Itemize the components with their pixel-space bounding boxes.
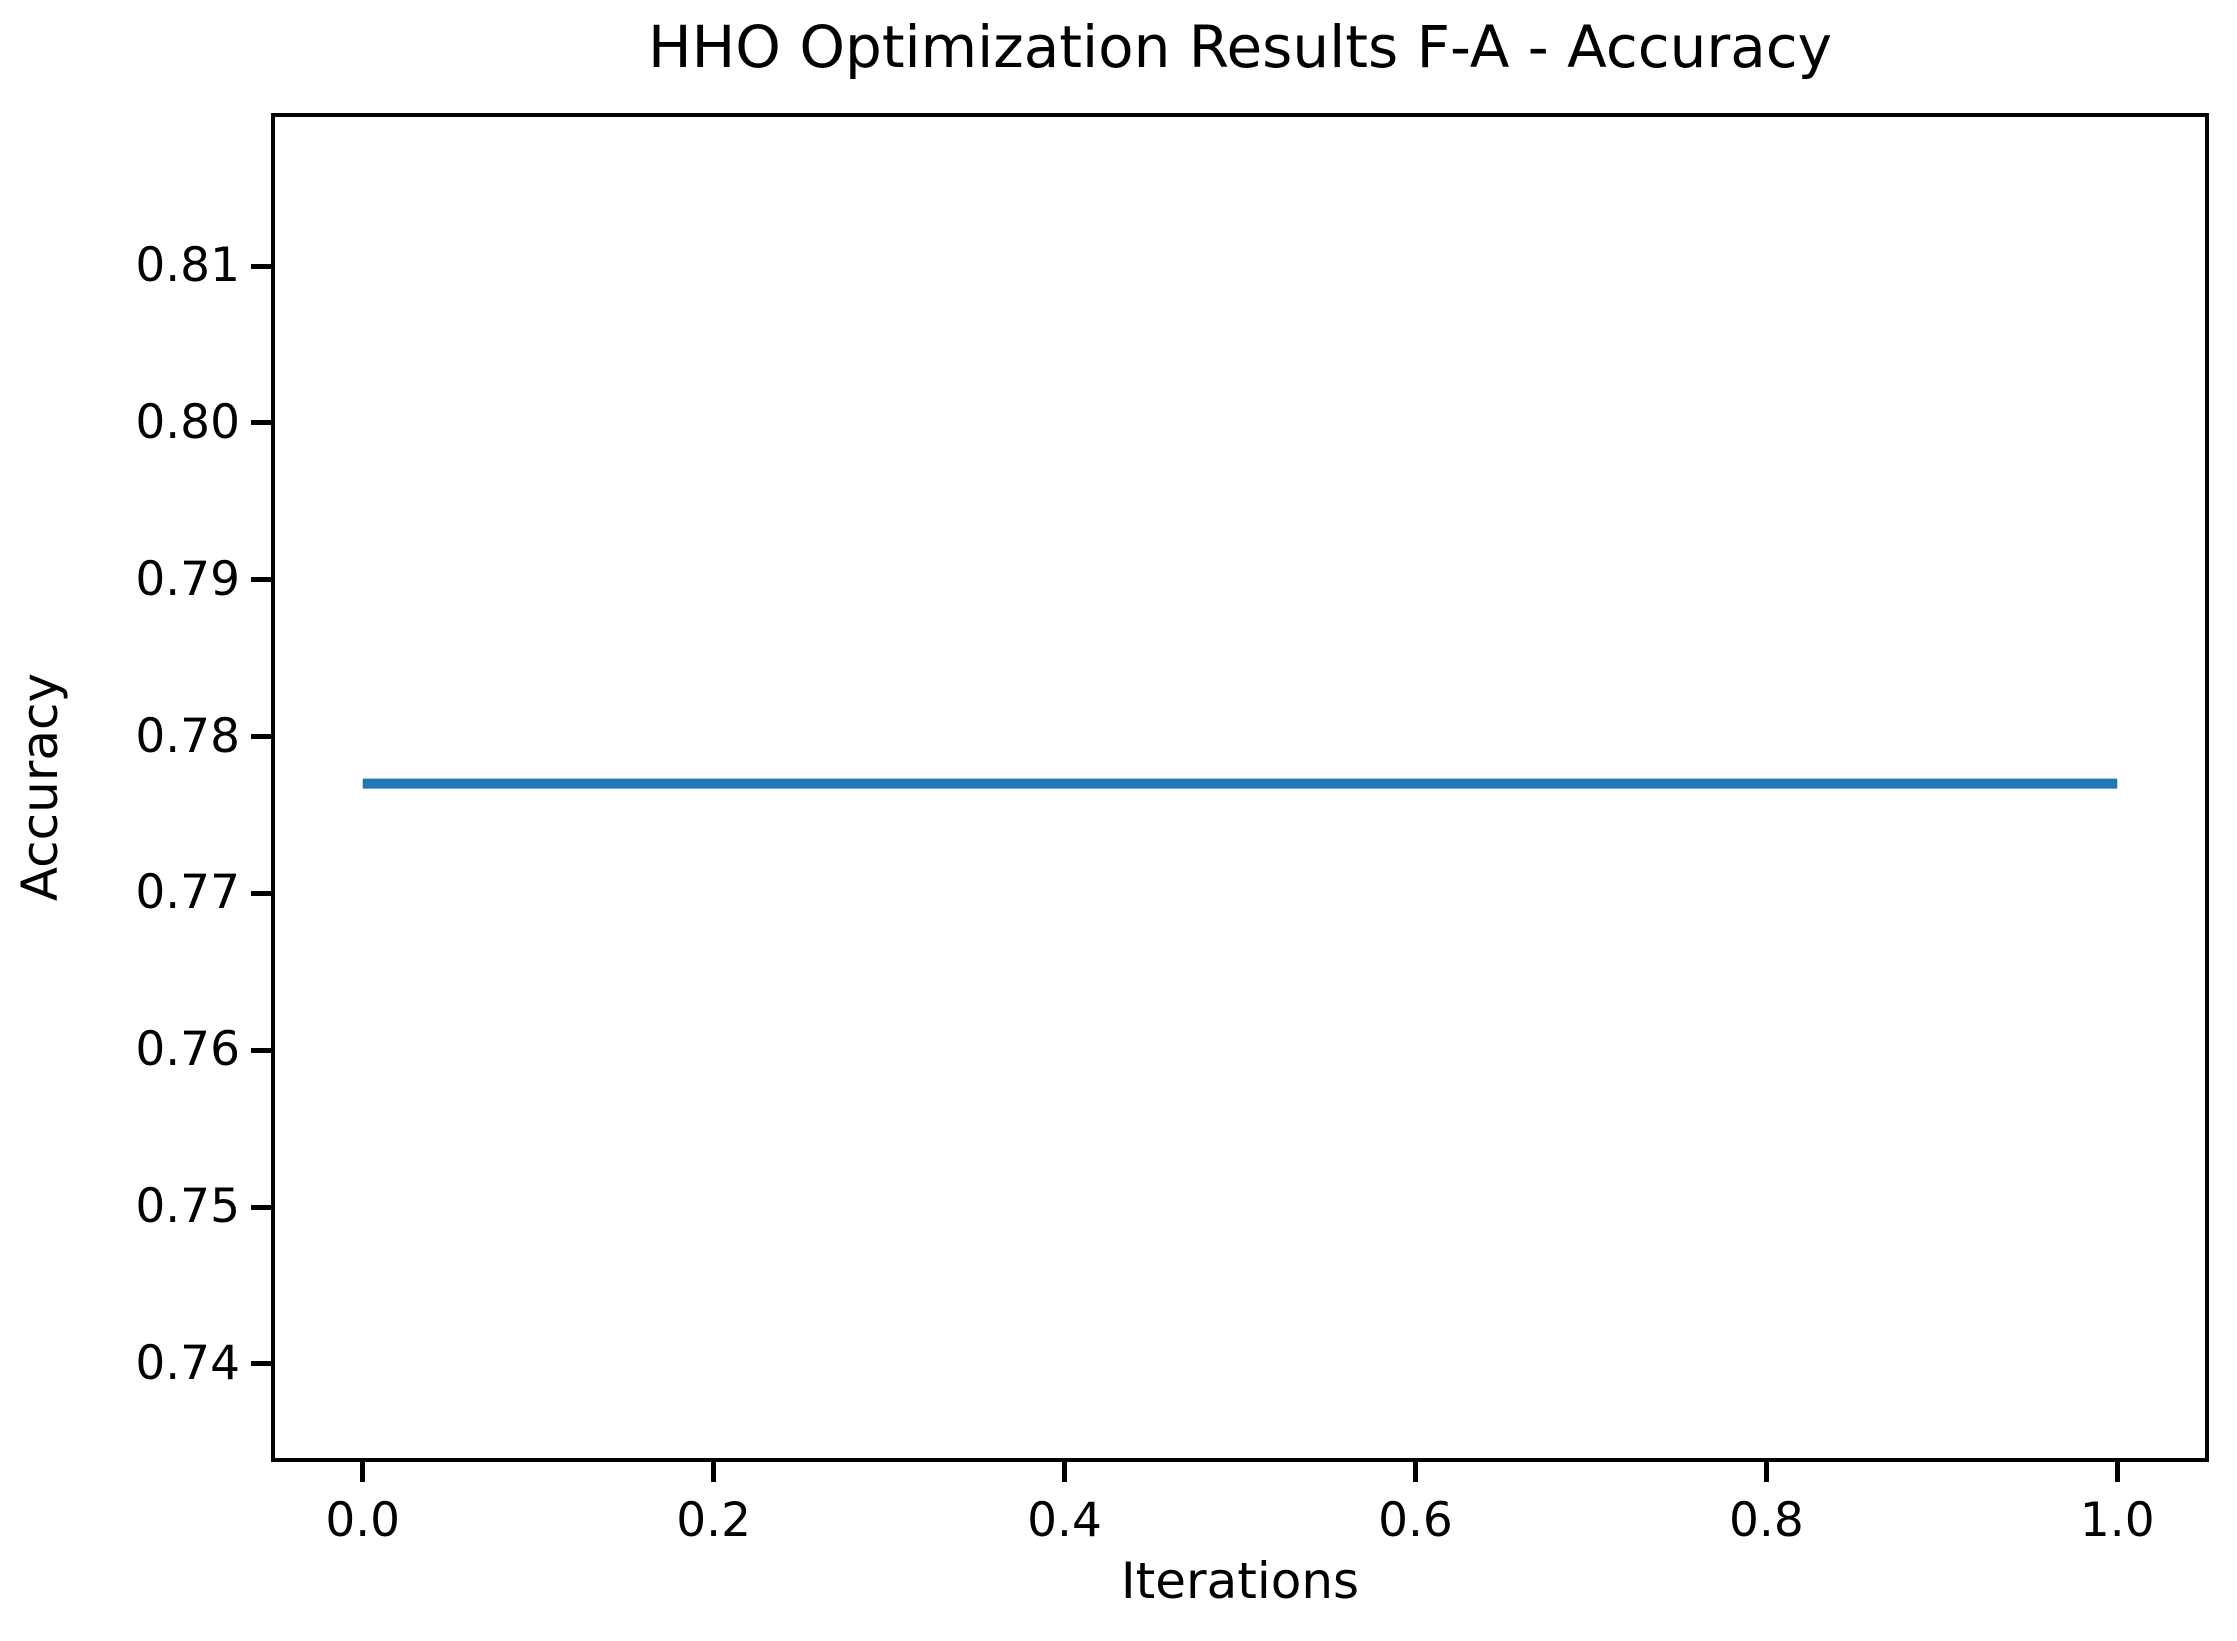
chart-title: HHO Optimization Results F-A - Accuracy — [648, 13, 1832, 81]
x-tick-label: 0.6 — [1378, 1493, 1453, 1548]
line-series-svg — [362, 778, 2118, 789]
y-tick-label: 0.74 — [135, 1335, 240, 1391]
y-tick-mark — [251, 420, 271, 426]
x-tick-label: 0.8 — [1728, 1493, 1804, 1548]
y-tick-label: 0.81 — [135, 238, 240, 293]
y-tick-mark — [251, 890, 271, 896]
plot-area — [271, 113, 2209, 1462]
y-tick-mark — [251, 1361, 271, 1367]
x-axis-label: Iterations — [1120, 1552, 1360, 1610]
y-tick-mark — [251, 577, 271, 583]
x-tick-label: 0.0 — [325, 1493, 401, 1548]
y-tick-mark — [251, 734, 271, 740]
x-tick-mark — [1412, 1462, 1418, 1482]
x-tick-label: 0.2 — [676, 1493, 751, 1548]
x-tick-mark — [2114, 1462, 2120, 1482]
y-tick-label: 0.77 — [135, 865, 240, 921]
x-tick-mark — [1763, 1462, 1769, 1482]
y-tick-mark — [251, 1047, 271, 1053]
y-tick-label: 0.75 — [135, 1179, 240, 1235]
x-tick-label: 1.0 — [2079, 1493, 2155, 1548]
y-tick-label: 0.76 — [135, 1022, 240, 1078]
y-tick-mark — [251, 1204, 271, 1210]
y-tick-mark — [251, 263, 271, 269]
x-tick-mark — [1062, 1462, 1068, 1482]
x-tick-label: 0.4 — [1027, 1493, 1102, 1548]
y-tick-label: 0.79 — [135, 551, 240, 607]
x-tick-mark — [711, 1462, 717, 1482]
x-tick-mark — [360, 1462, 366, 1482]
y-tick-label: 0.80 — [135, 394, 240, 450]
y-tick-label: 0.78 — [135, 708, 240, 764]
